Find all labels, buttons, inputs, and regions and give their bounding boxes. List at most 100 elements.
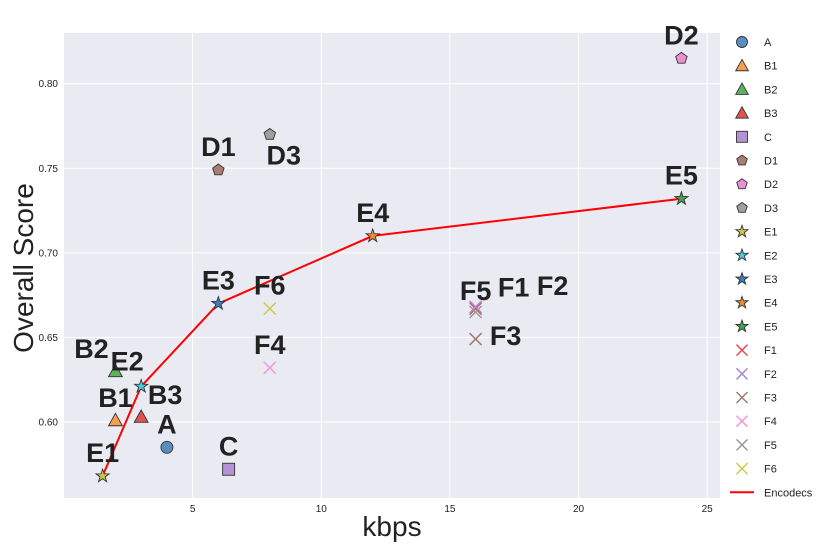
legend-label-e4: E4 <box>764 298 777 310</box>
legend-marker-d1 <box>736 154 748 166</box>
point-label-f6: F6 <box>254 271 286 301</box>
legend-item-b1: B1 <box>734 58 777 73</box>
legend-label-encodecs: Encodecs <box>764 487 813 499</box>
grid <box>64 33 720 498</box>
legend-label-d3: D3 <box>764 203 778 215</box>
legend-item-f6: F6 <box>735 462 777 476</box>
legend-label-f5: F5 <box>764 440 777 452</box>
legend-item-e3: E3 <box>734 271 777 286</box>
point-label-e2: E2 <box>111 346 144 376</box>
x-tick-label: 25 <box>702 504 714 515</box>
point-d1 <box>212 163 225 176</box>
point-label-d3: D3 <box>267 140 302 170</box>
legend-item-e4: E4 <box>734 294 777 310</box>
legend-marker-e4 <box>734 294 750 309</box>
point-f5 <box>469 305 483 319</box>
legend-marker-f1 <box>735 344 749 357</box>
legend-label-e1: E1 <box>764 227 777 239</box>
legend-item-b3: B3 <box>734 105 777 120</box>
legend-item-d2: D2 <box>736 178 778 191</box>
legend-marker-c <box>736 130 748 143</box>
legend-marker-d3 <box>736 201 748 213</box>
legend-label-e2: E2 <box>764 250 777 262</box>
point-b3 <box>133 409 149 423</box>
legend-label-f4: F4 <box>764 416 777 428</box>
point-label-e4: E4 <box>356 198 389 228</box>
legend-marker-f4 <box>735 415 749 428</box>
point-e4 <box>364 227 381 243</box>
legend-marker-f2 <box>735 367 749 380</box>
legend-label-b3: B3 <box>764 108 777 120</box>
legend-marker-f6 <box>735 462 749 475</box>
legend-label-e5: E5 <box>764 321 777 333</box>
legend-label-f2: F2 <box>764 369 777 381</box>
legend-marker-e1 <box>734 223 750 238</box>
point-b2 <box>107 363 124 378</box>
legend-marker-f3 <box>735 391 749 404</box>
legend-item-e2: E2 <box>734 247 777 262</box>
legend-marker-e5 <box>734 318 750 333</box>
legend-item-f5: F5 <box>735 438 777 452</box>
y-axis-label: Overall Score <box>8 183 39 353</box>
point-f1 <box>469 302 483 316</box>
legend-label-f6: F6 <box>764 464 777 476</box>
legend-item-d3: D3 <box>736 201 778 215</box>
label-layer: A B1 B2 B3 C D1 D2 D3 E1 E2 E3 E4 E5 F1 F2 F3 F4 F5 F6 <box>74 20 698 468</box>
legend-item-e5: E5 <box>734 318 777 333</box>
point-label-b3: B3 <box>148 380 183 410</box>
legend-label-d2: D2 <box>764 179 778 191</box>
legend-marker-b1 <box>734 58 750 72</box>
point-label-f2: F2 <box>537 271 569 301</box>
y-tick-label: 0.70 <box>39 248 59 259</box>
legend-item-d1: D1 <box>736 154 778 168</box>
y-tick-label: 0.75 <box>39 164 59 175</box>
point-label-e1: E1 <box>86 438 119 468</box>
point-label-e5: E5 <box>665 161 698 191</box>
legend-marker-e3 <box>734 271 750 286</box>
point-label-d1: D1 <box>201 132 236 162</box>
x-tick-label: 15 <box>444 504 456 515</box>
point-label-f5: F5 <box>460 276 492 306</box>
legend-item-f4: F4 <box>735 415 777 428</box>
legend-marker-b2 <box>734 82 750 95</box>
point-f3 <box>469 332 483 346</box>
point-label-f3: F3 <box>490 321 522 351</box>
legend-marker-b3 <box>734 105 750 119</box>
legend-label-b1: B1 <box>764 61 777 73</box>
point-label-f1: F1 <box>498 273 530 303</box>
point-label-a: A <box>157 409 177 439</box>
legend-label-d1: D1 <box>764 156 778 168</box>
legend-marker-e2 <box>734 247 750 262</box>
legend-label-f1: F1 <box>764 345 777 357</box>
legend-marker-a <box>736 36 748 48</box>
point-label-e3: E3 <box>202 266 235 296</box>
point-label-c: C <box>219 431 239 461</box>
y-tick-label: 0.80 <box>39 79 59 90</box>
legend-label-e3: E3 <box>764 274 777 286</box>
point-label-f4: F4 <box>254 330 286 360</box>
legend: A B1 B2 B3 C D1 D2 D3 E1 E2 E3 E4 E5 F1 F2 F3 F4 F5 F6 Enco… <box>730 36 813 499</box>
x-tick-label: 5 <box>190 504 196 515</box>
point-d2 <box>675 51 688 64</box>
point-d3 <box>263 127 277 140</box>
x-tick-label: 20 <box>573 504 585 515</box>
x-tick-label: 10 <box>316 504 328 515</box>
tick-layer: 5 10 15 20 25 0.60 0.65 0.70 0.75 0.80 <box>39 79 714 515</box>
legend-label-b2: B2 <box>764 84 777 96</box>
x-axis-label: kbps <box>362 511 421 542</box>
point-a <box>160 440 174 454</box>
legend-marker-d2 <box>736 178 748 190</box>
legend-item-f1: F1 <box>735 344 777 357</box>
legend-label-a: A <box>764 37 772 49</box>
legend-label-c: C <box>764 132 772 144</box>
point-label-b1: B1 <box>98 383 133 413</box>
point-b1 <box>107 412 124 427</box>
y-tick-label: 0.60 <box>39 417 59 428</box>
plot-area <box>64 33 720 498</box>
point-f4 <box>263 361 277 375</box>
legend-marker-f5 <box>735 438 749 451</box>
point-f6 <box>263 302 277 316</box>
point-f2 <box>469 300 483 314</box>
marker-layer <box>94 51 690 483</box>
